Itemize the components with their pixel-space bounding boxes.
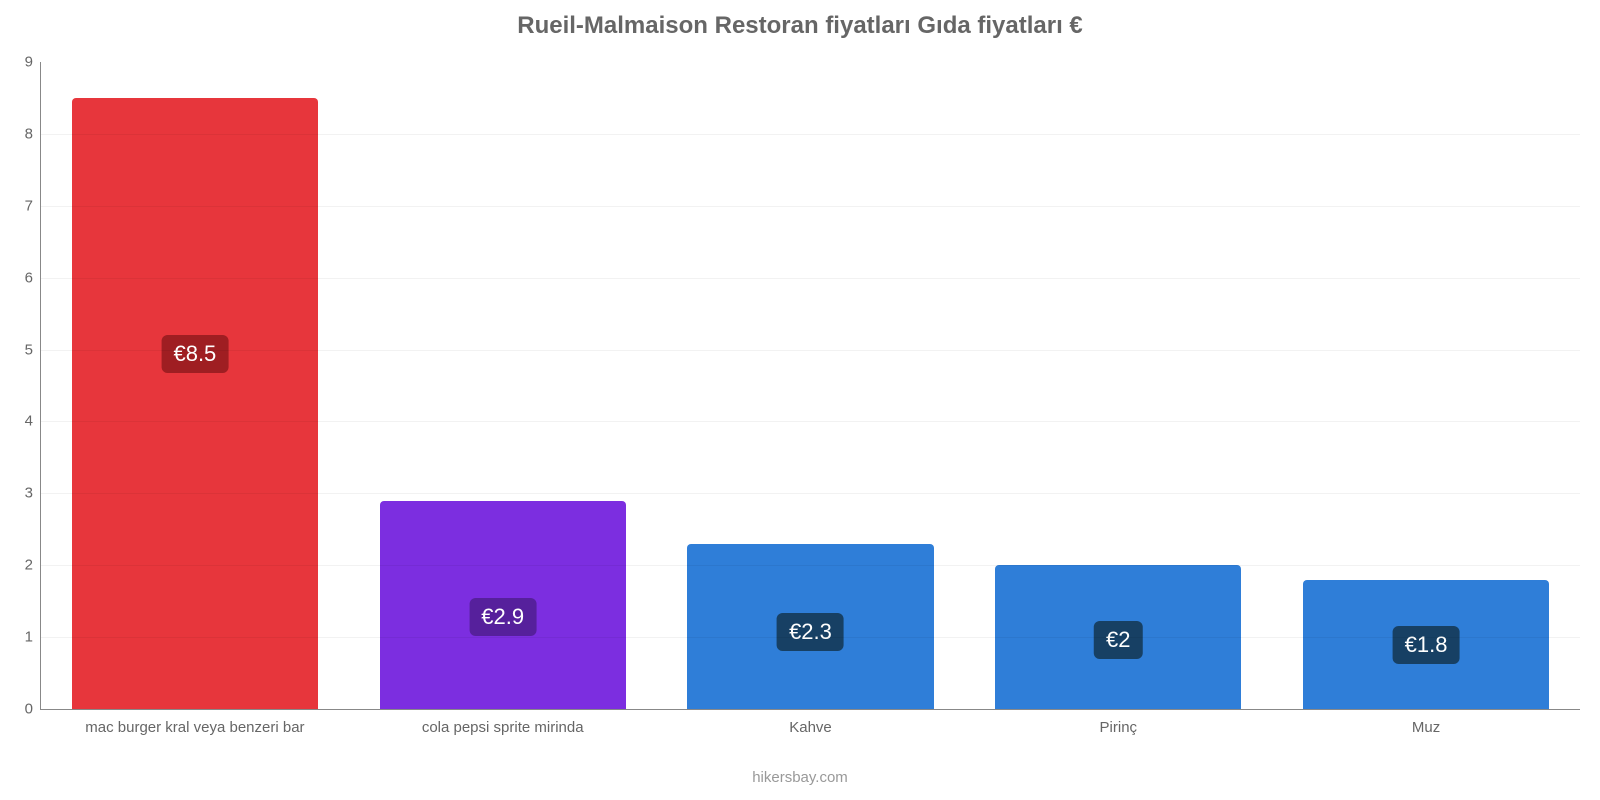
gridline	[41, 637, 1580, 638]
y-tick-label: 7	[25, 197, 41, 214]
chart-title: Rueil-Malmaison Restoran fiyatları Gıda …	[0, 12, 1600, 40]
value-badge: €1.8	[1393, 626, 1460, 664]
bar	[72, 98, 318, 709]
y-tick-label: 0	[25, 701, 41, 718]
value-badge: €2.3	[777, 613, 844, 651]
plot-area: €8.5mac burger kral veya benzeri bar€2.9…	[40, 62, 1580, 710]
y-tick-label: 5	[25, 341, 41, 358]
gridline	[41, 350, 1580, 351]
category-label: Kahve	[657, 709, 965, 736]
bars-container: €8.5mac burger kral veya benzeri bar€2.9…	[41, 62, 1580, 709]
category-label: mac burger kral veya benzeri bar	[41, 709, 349, 736]
y-tick-label: 6	[25, 269, 41, 286]
gridline	[41, 278, 1580, 279]
price-bar-chart: Rueil-Malmaison Restoran fiyatları Gıda …	[0, 0, 1600, 800]
gridline	[41, 134, 1580, 135]
y-tick-label: 9	[25, 54, 41, 71]
bar-slot: €2.9cola pepsi sprite mirinda	[349, 62, 657, 709]
category-label: cola pepsi sprite mirinda	[349, 709, 657, 736]
y-tick-label: 3	[25, 485, 41, 502]
bar-slot: €1.8Muz	[1272, 62, 1580, 709]
bar-slot: €2.3Kahve	[657, 62, 965, 709]
y-tick-label: 2	[25, 557, 41, 574]
y-tick-label: 1	[25, 629, 41, 646]
value-badge: €2.9	[469, 598, 536, 636]
bar-slot: €8.5mac burger kral veya benzeri bar	[41, 62, 349, 709]
category-label: Muz	[1272, 709, 1580, 736]
gridline	[41, 421, 1580, 422]
gridline	[41, 493, 1580, 494]
gridline	[41, 206, 1580, 207]
attribution-text: hikersbay.com	[0, 769, 1600, 786]
value-badge: €2	[1094, 621, 1142, 659]
value-badge: €8.5	[161, 335, 228, 373]
category-label: Pirinç	[964, 709, 1272, 736]
y-tick-label: 8	[25, 125, 41, 142]
y-tick-label: 4	[25, 413, 41, 430]
gridline	[41, 565, 1580, 566]
bar-slot: €2Pirinç	[964, 62, 1272, 709]
